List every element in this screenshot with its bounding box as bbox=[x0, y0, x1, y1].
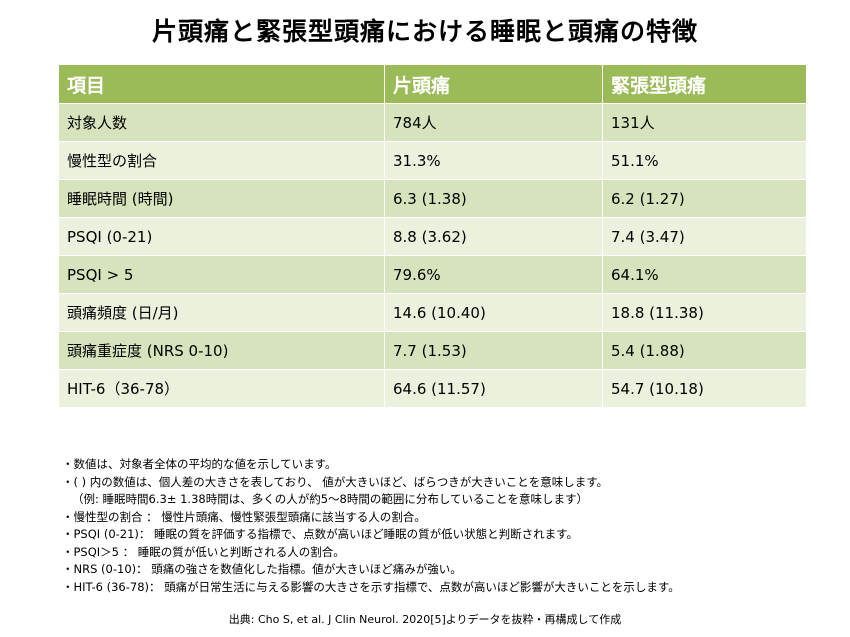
footnote: ・数値は、対象者全体の平均的な値を示しています。 bbox=[62, 457, 337, 471]
header-migraine: 片頭痛 bbox=[384, 64, 603, 104]
footnote: ・PSQI (0-21)： 睡眠の質を評価する指標で、点数が高いほど睡眠の質が低… bbox=[62, 527, 578, 541]
migraine-value: 784人 bbox=[384, 103, 603, 142]
footnote: （例: 睡眠時間6.3± 1.38時間は、多くの人が約5〜8時間の範囲に分布して… bbox=[72, 492, 588, 506]
footnote: ・慢性型の割合 ： 慢性片頭痛、慢性緊張型頭痛に該当する人の割合。 bbox=[62, 509, 426, 524]
footnote: ・PSQI＞5 ： 睡眠の質が低いと判断される人の割合。 bbox=[62, 544, 345, 559]
table-row: 頭痛頻度 (日/月) 14.6 (10.40) 18.8 (11.38) bbox=[58, 293, 807, 332]
tension-value: 131人 bbox=[602, 103, 807, 142]
tension-value: 18.8 (11.38) bbox=[602, 293, 807, 332]
tension-value: 7.4 (3.47) bbox=[602, 217, 807, 256]
tension-value: 51.1% bbox=[602, 141, 807, 180]
table-row: 頭痛重症度 (NRS 0-10) 7.7 (1.53) 5.4 (1.88) bbox=[58, 331, 807, 370]
row-label: HIT-6（36-78） bbox=[58, 369, 385, 408]
footnotes: ・数値は、対象者全体の平均的な値を示しています。 ・( ) 内の数値は、個人差の… bbox=[62, 456, 832, 596]
tension-value: 5.4 (1.88) bbox=[602, 331, 807, 370]
row-label: 頭痛重症度 (NRS 0-10) bbox=[58, 331, 385, 370]
migraine-value: 14.6 (10.40) bbox=[384, 293, 603, 332]
source-citation: 出典: Cho S, et al. J Clin Neurol. 2020[5]… bbox=[228, 613, 622, 626]
tension-value: 54.7 (10.18) bbox=[602, 369, 807, 408]
table-row: 慢性型の割合 31.3% 51.1% bbox=[58, 141, 807, 180]
migraine-value: 7.7 (1.53) bbox=[384, 331, 603, 370]
row-label: PSQI > 5 bbox=[58, 255, 385, 294]
header-tension-headache: 緊張型頭痛 bbox=[602, 64, 807, 104]
table-row: HIT-6（36-78） 64.6 (11.57) 54.7 (10.18) bbox=[58, 369, 807, 408]
table-row: 対象人数 784人 131人 bbox=[58, 103, 807, 142]
footnote: ・HIT-6 (36-78)： 頭痛が日常生活に与える影響の大きさを示す指標で、… bbox=[62, 579, 680, 594]
comparison-table: 項目 片頭痛 緊張型頭痛 対象人数 784人 131人 慢性型の割合 31.3%… bbox=[58, 64, 807, 408]
row-label: 頭痛頻度 (日/月) bbox=[58, 293, 385, 332]
row-label: PSQI (0-21) bbox=[58, 217, 385, 256]
table-row: 睡眠時間 (時間) 6.3 (1.38) 6.2 (1.27) bbox=[58, 179, 807, 218]
migraine-value: 64.6 (11.57) bbox=[384, 369, 603, 408]
tension-value: 64.1% bbox=[602, 255, 807, 294]
migraine-value: 6.3 (1.38) bbox=[384, 179, 603, 218]
page-title: 片頭痛と緊張型頭痛における睡眠と頭痛の特徴 bbox=[151, 17, 698, 46]
row-label: 対象人数 bbox=[58, 103, 385, 142]
footnote: ・( ) 内の数値は、個人差の大きさを表しており、 値が大きいほど、ばらつきが大… bbox=[62, 474, 609, 489]
migraine-value: 8.8 (3.62) bbox=[384, 217, 603, 256]
header-item: 項目 bbox=[58, 64, 385, 104]
row-label: 睡眠時間 (時間) bbox=[58, 179, 385, 218]
tension-value: 6.2 (1.27) bbox=[602, 179, 807, 218]
migraine-value: 31.3% bbox=[384, 141, 603, 180]
table-header-row: 項目 片頭痛 緊張型頭痛 bbox=[58, 64, 807, 104]
row-label: 慢性型の割合 bbox=[58, 141, 385, 180]
table-row: PSQI (0-21) 8.8 (3.62) 7.4 (3.47) bbox=[58, 217, 807, 256]
table-row: PSQI > 5 79.6% 64.1% bbox=[58, 255, 807, 294]
footnote: ・NRS (0-10)： 頭痛の強さを数値化した指標。値が大きいほど痛みが強い。 bbox=[62, 562, 462, 576]
migraine-value: 79.6% bbox=[384, 255, 603, 294]
